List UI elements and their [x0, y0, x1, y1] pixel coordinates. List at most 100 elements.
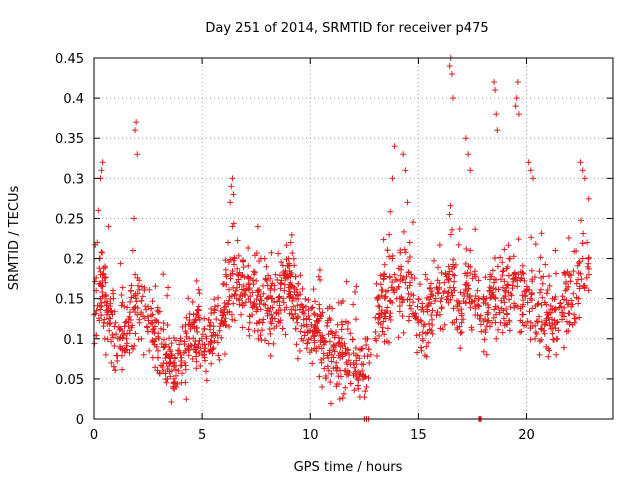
data-point: [340, 390, 347, 397]
data-point: [297, 328, 304, 335]
data-point: [458, 319, 465, 326]
data-point: [124, 340, 131, 347]
data-point: [195, 303, 202, 310]
data-point: [438, 269, 445, 276]
data-point: [456, 225, 463, 232]
data-point: [576, 258, 583, 265]
data-point: [299, 309, 306, 316]
data-point: [292, 325, 299, 332]
data-point: [206, 323, 213, 330]
data-point: [454, 326, 461, 333]
data-point: [311, 337, 318, 344]
data-point: [215, 352, 222, 359]
data-point: [445, 296, 452, 303]
data-point: [552, 247, 559, 254]
data-point: [269, 304, 276, 311]
data-point: [277, 280, 284, 287]
data-point: [154, 304, 161, 311]
data-point: [167, 346, 174, 353]
data-point: [457, 289, 464, 296]
data-point: [565, 310, 572, 317]
data-point: [133, 119, 140, 126]
data-point: [528, 234, 535, 241]
data-point: [467, 304, 474, 311]
data-point: [585, 195, 592, 202]
data-point: [507, 303, 514, 310]
data-point: [384, 325, 391, 332]
data-point: [501, 287, 508, 294]
data-point: [119, 346, 126, 353]
data-point: [227, 199, 234, 206]
data-point: [437, 325, 444, 332]
data-point: [405, 269, 412, 276]
data-point: [392, 277, 399, 284]
data-point: [460, 316, 467, 323]
data-point: [100, 319, 107, 326]
data-point: [208, 333, 215, 340]
data-point: [108, 308, 115, 315]
data-point: [335, 352, 342, 359]
data-point: [563, 318, 570, 325]
data-point: [331, 332, 338, 339]
data-point: [401, 246, 408, 253]
data-point: [353, 283, 360, 290]
data-point: [405, 258, 412, 265]
data-point: [110, 290, 117, 297]
data-point: [208, 360, 215, 367]
data-point: [405, 290, 412, 297]
data-point: [189, 355, 196, 362]
data-point: [225, 259, 232, 266]
data-point: [338, 335, 345, 342]
data-point: [456, 300, 463, 307]
data-point: [380, 271, 387, 278]
data-point: [222, 271, 229, 278]
data-point: [489, 267, 496, 274]
data-point: [501, 278, 508, 285]
data-point: [268, 320, 275, 327]
data-point: [202, 368, 209, 375]
data-point: [226, 308, 233, 315]
data-point: [241, 292, 248, 299]
data-point: [303, 323, 310, 330]
data-point: [462, 287, 469, 294]
data-point: [579, 167, 586, 174]
data-point: [254, 223, 261, 230]
data-point: [320, 355, 327, 362]
data-point: [271, 299, 278, 306]
data-point: [377, 272, 384, 279]
data-point: [290, 303, 297, 310]
data-point: [463, 245, 470, 252]
data-point: [410, 219, 417, 226]
data-point: [428, 300, 435, 307]
data-point: [512, 274, 519, 281]
data-point: [548, 325, 555, 332]
data-point: [298, 301, 305, 308]
data-point: [286, 288, 293, 295]
data-point: [324, 363, 331, 370]
data-point: [468, 324, 475, 331]
data-point: [339, 395, 346, 402]
data-point: [520, 322, 527, 329]
data-point: [234, 265, 241, 272]
data-point: [101, 263, 108, 270]
data-point: [519, 311, 526, 318]
data-point: [508, 292, 515, 299]
x-tick-label: 0: [90, 428, 98, 443]
data-point: [94, 302, 101, 309]
data-point: [472, 226, 479, 233]
data-point: [131, 342, 138, 349]
data-point: [536, 338, 543, 345]
data-point: [575, 295, 582, 302]
data-point: [158, 340, 165, 347]
data-point: [111, 342, 118, 349]
data-point: [501, 299, 508, 306]
data-point: [141, 315, 148, 322]
data-point: [435, 264, 442, 271]
data-point: [118, 292, 125, 299]
data-point: [266, 308, 273, 315]
data-point: [216, 327, 223, 334]
data-point: [334, 365, 341, 372]
data-point: [164, 375, 171, 382]
data-point: [96, 265, 103, 272]
data-point: [538, 274, 545, 281]
